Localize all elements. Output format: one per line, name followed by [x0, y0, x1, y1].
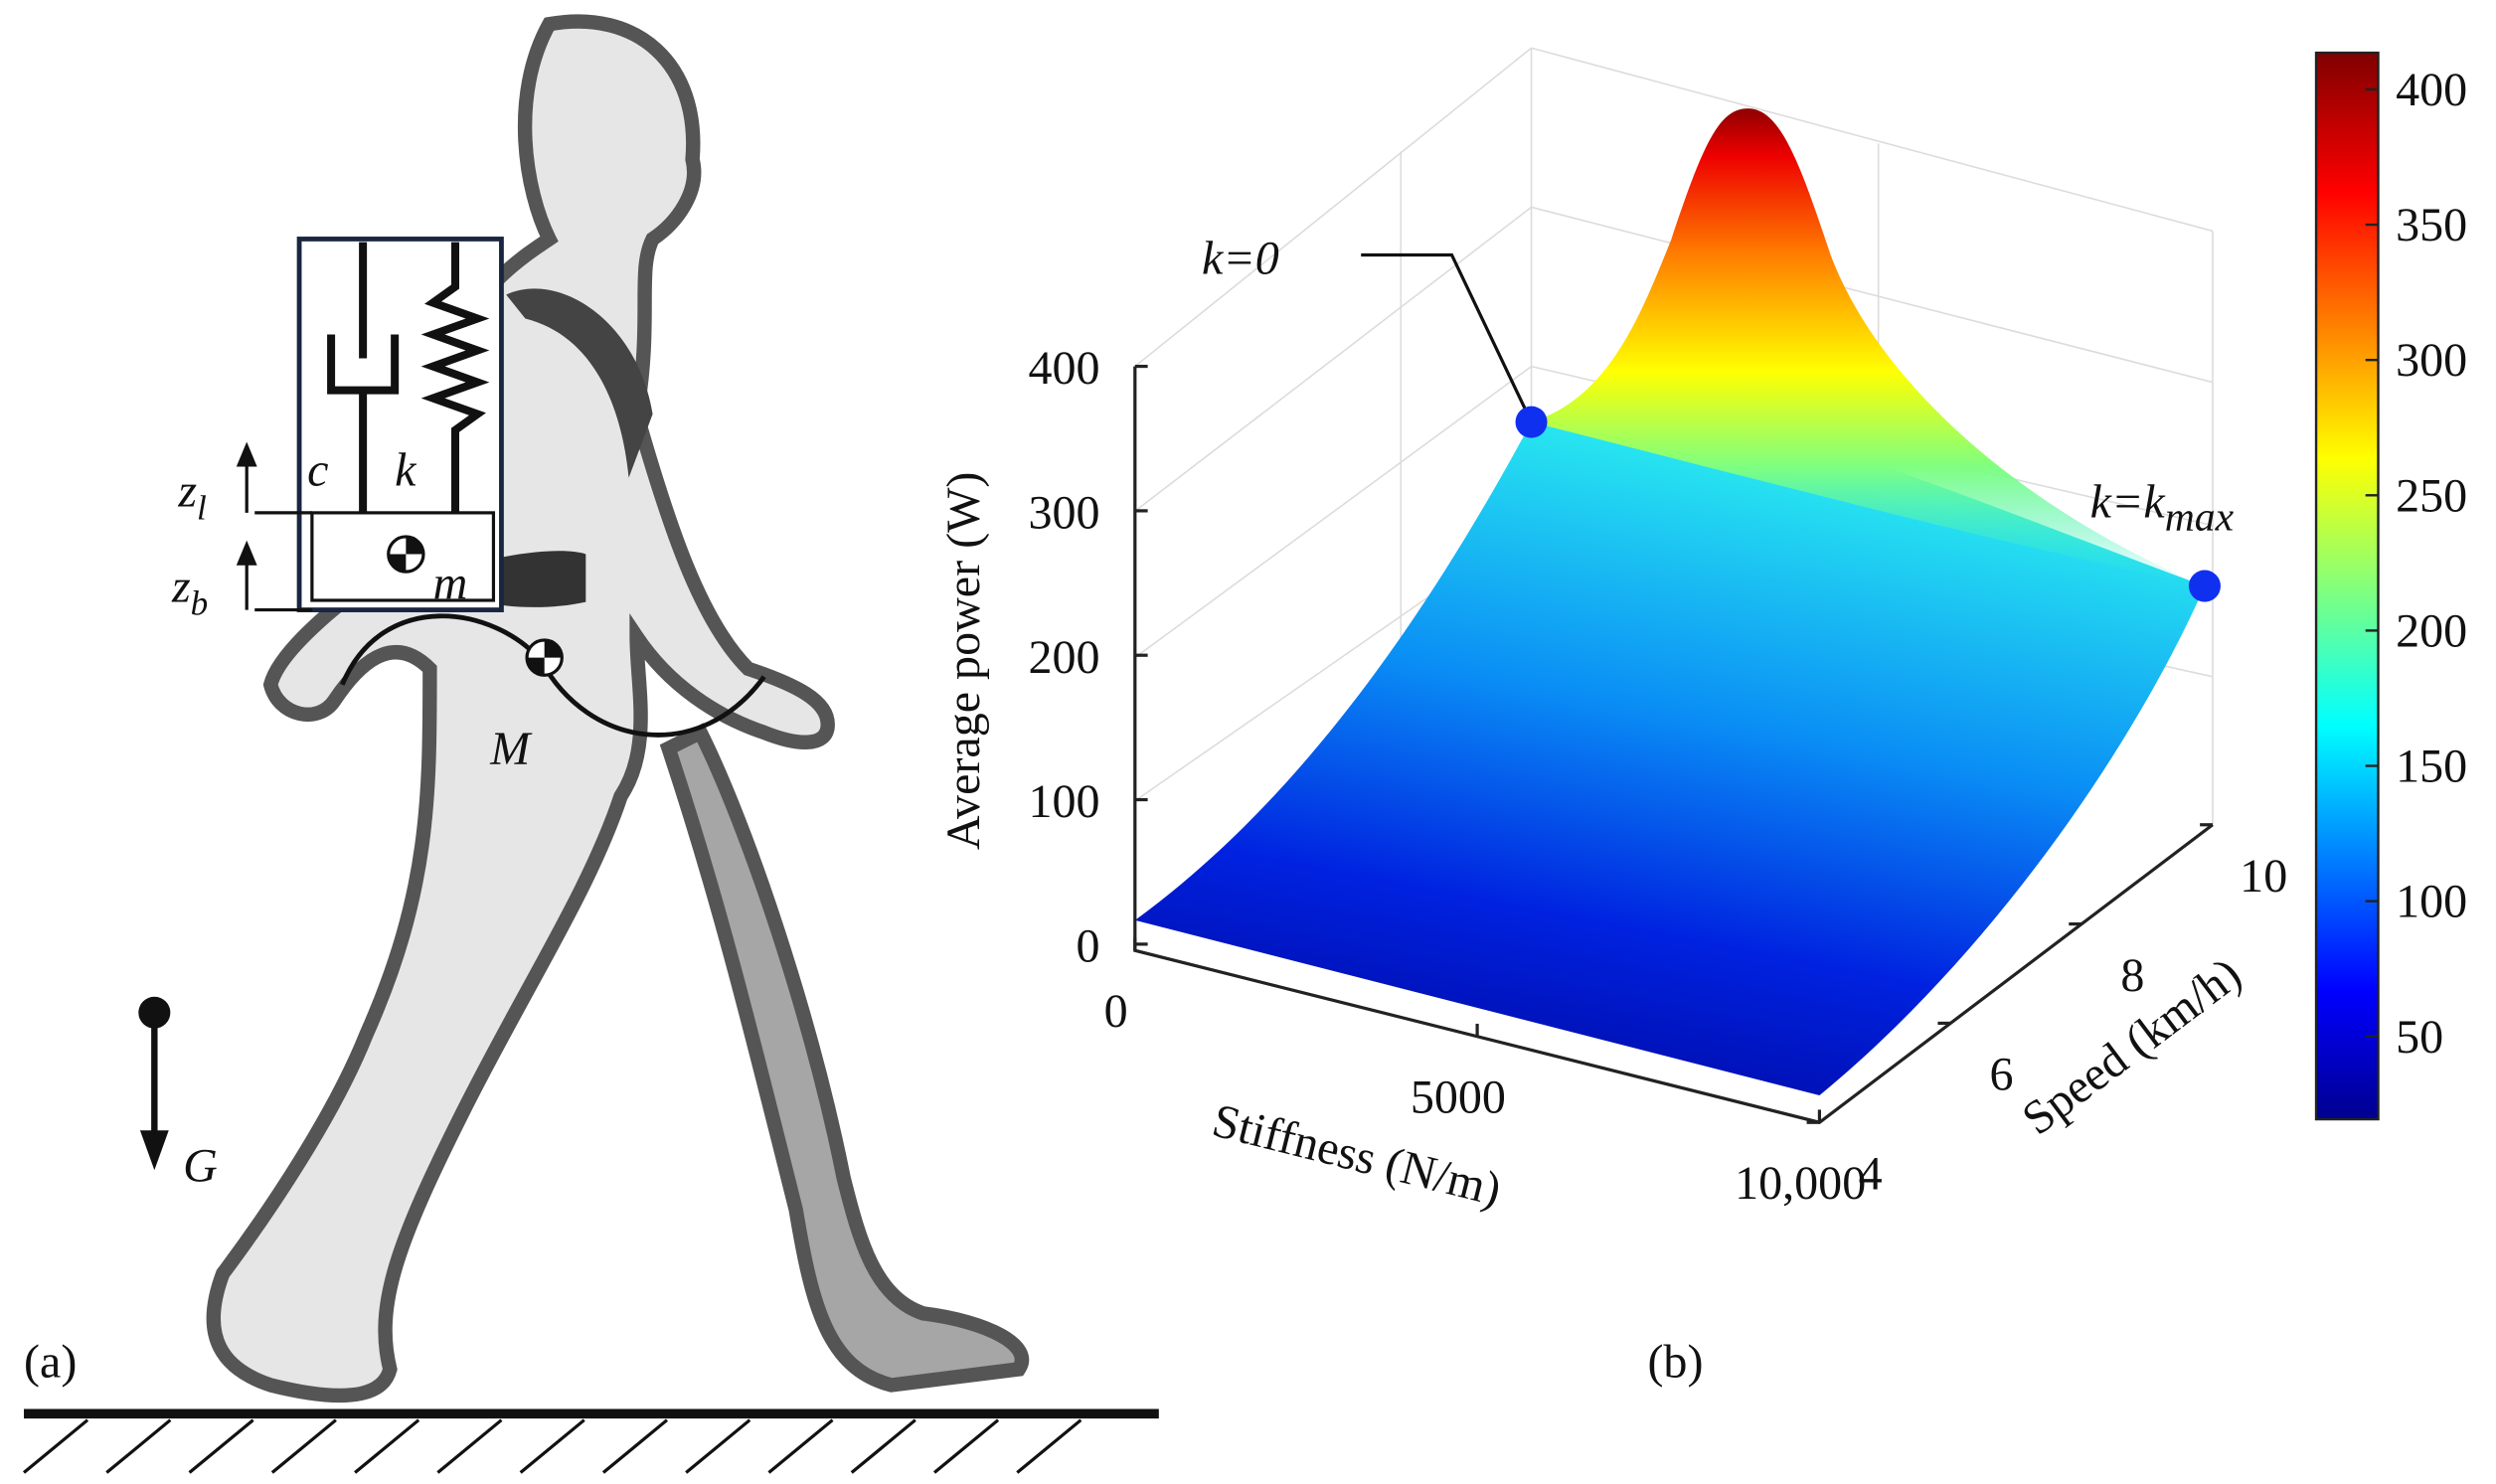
hatch-line	[519, 1418, 585, 1474]
zb-text: z	[171, 561, 191, 613]
surface-peak	[1531, 108, 2205, 586]
colorbar	[2314, 51, 2380, 1121]
tick-label: 0	[1077, 919, 1100, 972]
hatch-line	[105, 1418, 172, 1474]
hatch-line	[436, 1418, 503, 1474]
gravity-label: G	[183, 1139, 218, 1192]
damper-label: c	[307, 444, 328, 497]
hatch-line	[933, 1418, 1000, 1474]
annotation-kmax: k=kmax	[2090, 476, 2235, 541]
zl-text: z	[177, 464, 197, 517]
hatch-line	[1016, 1418, 1082, 1474]
tick-label: 10,000	[1735, 1157, 1866, 1210]
zb-label: zb	[171, 561, 208, 623]
hatch-line	[270, 1418, 337, 1474]
panel-b-label: (b)	[1647, 1335, 1703, 1388]
spring-label: k	[395, 444, 417, 497]
annotation-kmax-text: k=k	[2090, 476, 2167, 529]
damper-spring	[327, 242, 490, 513]
colorbar-tick-label: 100	[2396, 876, 2467, 928]
colorbar-tick-label: 350	[2396, 199, 2467, 251]
z-axis-title: Average power (W)	[937, 472, 990, 850]
ground-hatch	[23, 1418, 1082, 1474]
belt	[501, 551, 586, 607]
strap	[506, 288, 653, 478]
panel-a-label: (a)	[24, 1335, 77, 1388]
tick-label: 10	[2240, 850, 2287, 903]
z-arrows	[236, 441, 312, 612]
tick-label: 300	[1029, 487, 1100, 540]
surface	[1134, 407, 2205, 1096]
hatch-line	[354, 1418, 420, 1474]
mass-symbol-fill	[388, 536, 423, 573]
gravity-arrowhead	[139, 1130, 169, 1171]
zb-subscript: b	[191, 583, 209, 622]
hatch-line	[850, 1418, 916, 1474]
hatch-line	[23, 1418, 89, 1474]
zl-subscript: l	[197, 488, 207, 527]
gravity-dot	[138, 996, 171, 1029]
tick-label: 6	[1989, 1049, 2013, 1101]
colorbar-ticks: 50 100 150 200 250 300 350 400	[2365, 64, 2467, 1064]
tick-label: 4	[1859, 1147, 1883, 1200]
annotation-kmax-subscript: max	[2165, 495, 2235, 541]
leader-line	[1361, 252, 1533, 423]
point-kmax	[2188, 570, 2221, 602]
colorbar-tick-label: 300	[2396, 334, 2467, 387]
colorbar-tick-label: 150	[2396, 741, 2467, 793]
body-mass-label: M	[489, 723, 533, 775]
colorbar-tick-label: 250	[2396, 469, 2467, 522]
tick-label: 400	[1029, 342, 1100, 395]
panel-a: c k zl zb m M G (a)	[23, 14, 1159, 1474]
back-leg	[659, 723, 1030, 1393]
load-mass-label: m	[433, 557, 468, 609]
zl-label: zl	[177, 464, 207, 527]
tick-label: 100	[1029, 775, 1100, 828]
tick-label: 200	[1029, 631, 1100, 684]
colorbar-tick-label: 200	[2396, 604, 2467, 657]
hatch-line	[188, 1418, 254, 1474]
tick-label: 5000	[1411, 1072, 1506, 1124]
colorbar-tick-label: 400	[2396, 64, 2467, 116]
colorbar-tick-label: 50	[2396, 1011, 2443, 1064]
hatch-line	[601, 1418, 669, 1474]
hatch-line	[685, 1418, 751, 1474]
point-k0	[1515, 406, 1548, 438]
tick-label: 0	[1104, 985, 1128, 1038]
annotation-k0: k=0	[1202, 233, 1279, 285]
hatch-line	[767, 1418, 834, 1474]
tick-label: 8	[2120, 949, 2144, 1002]
